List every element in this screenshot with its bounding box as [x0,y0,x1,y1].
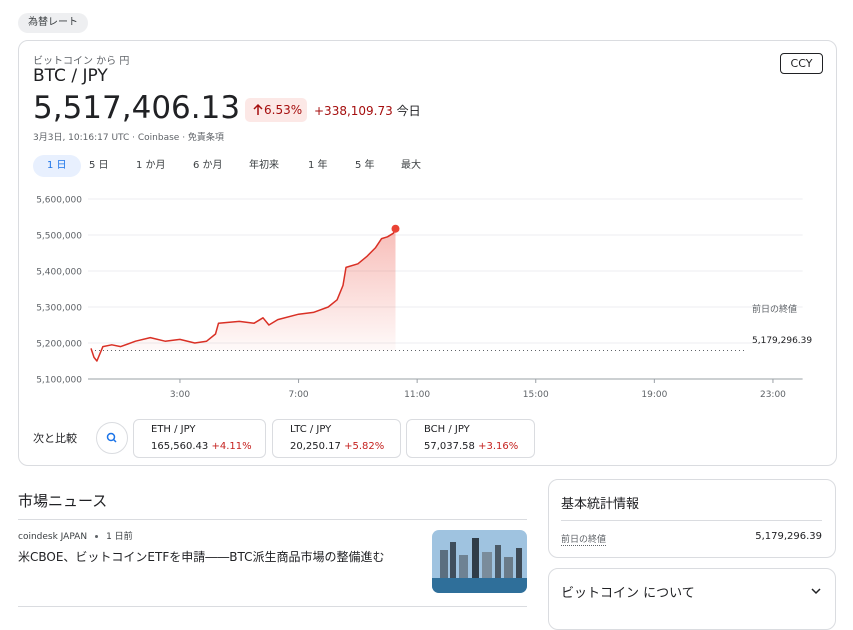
separator-dot [95,535,99,538]
stats-card [548,479,836,558]
change-percent: 6.53% [264,103,303,117]
range-tab[interactable]: 年初来 [249,160,279,171]
compare-pair: LTC / JPY [290,424,332,435]
range-tab[interactable]: 1 か月 [136,160,166,171]
range-tab[interactable]: 1 日 [33,155,81,177]
compare-pair: BCH / JPY [424,424,470,435]
range-tab[interactable]: 5 日 [89,160,109,171]
stats-title: 基本統計情報 [561,497,640,512]
up-arrow-icon [253,103,263,115]
change-period: 今日 [396,104,421,118]
reference-label: 前日の終値 [752,305,798,315]
compare-label: 次と比較 [33,432,77,445]
timestamp: 3月3日, 10:16:17 UTC · Coinbase · 免責条項 [33,133,224,143]
compare-values: 57,037.58 +3.16% [424,441,518,452]
news-headline[interactable]: 米CBOE、ビットコインETFを申請――BTC派生商品市場の整備進む [18,550,385,564]
divider [561,520,822,521]
change-value: +338,109.73 [314,104,393,118]
compare-change: +3.16% [478,441,519,452]
category-chip[interactable]: 為替レート [18,13,88,33]
expand-icon[interactable] [808,583,824,599]
range-tab[interactable]: 6 か月 [193,160,223,171]
subtitle: ビットコイン から 円 [33,56,130,67]
news-title: 市場ニュース [18,492,108,510]
pair-title: BTC / JPY [33,66,108,86]
compare-price: 57,037.58 [424,441,475,452]
divider [18,606,527,607]
change-badge: 6.53% [245,98,307,122]
compare-values: 20,250.17 +5.82% [290,441,384,452]
stats-label: 前日の終値 [561,532,607,546]
range-tab[interactable]: 5 年 [355,160,375,171]
compare-change: +5.82% [344,441,385,452]
news-source: coindesk JAPAN [18,532,88,542]
compare-values: 165,560.43 +4.11% [151,441,252,452]
news-meta: coindesk JAPAN 1 日前 [18,529,133,542]
compare-search-button[interactable] [96,422,128,454]
news-age: 1 日前 [106,532,133,542]
compare-price: 20,250.17 [290,441,341,452]
search-icon [106,432,117,443]
compare-pair: ETH / JPY [151,424,196,435]
compare-card[interactable]: ETH / JPY 165,560.43 +4.11% [133,419,266,458]
reference-value: 5,179,296.39 [752,336,813,346]
compare-change: +4.11% [211,441,252,452]
divider [18,519,527,520]
price: 5,517,406.13 [33,90,241,126]
compare-price: 165,560.43 [151,441,209,452]
about-title: ビットコイン について [561,586,695,601]
stats-value: 5,179,296.39 [755,531,822,542]
page: 為替レート ビットコイン から 円 BTC / JPY CCY 5,517,40… [18,13,837,630]
currency-button[interactable]: CCY [780,53,823,74]
news-thumbnail[interactable] [432,530,527,593]
compare-card[interactable]: BCH / JPY 57,037.58 +3.16% [406,419,535,458]
range-tab[interactable]: 1 年 [308,160,328,171]
compare-card[interactable]: LTC / JPY 20,250.17 +5.82% [272,419,401,458]
range-tab[interactable]: 最大 [401,160,421,171]
change: +338,109.73 今日 [314,102,421,119]
